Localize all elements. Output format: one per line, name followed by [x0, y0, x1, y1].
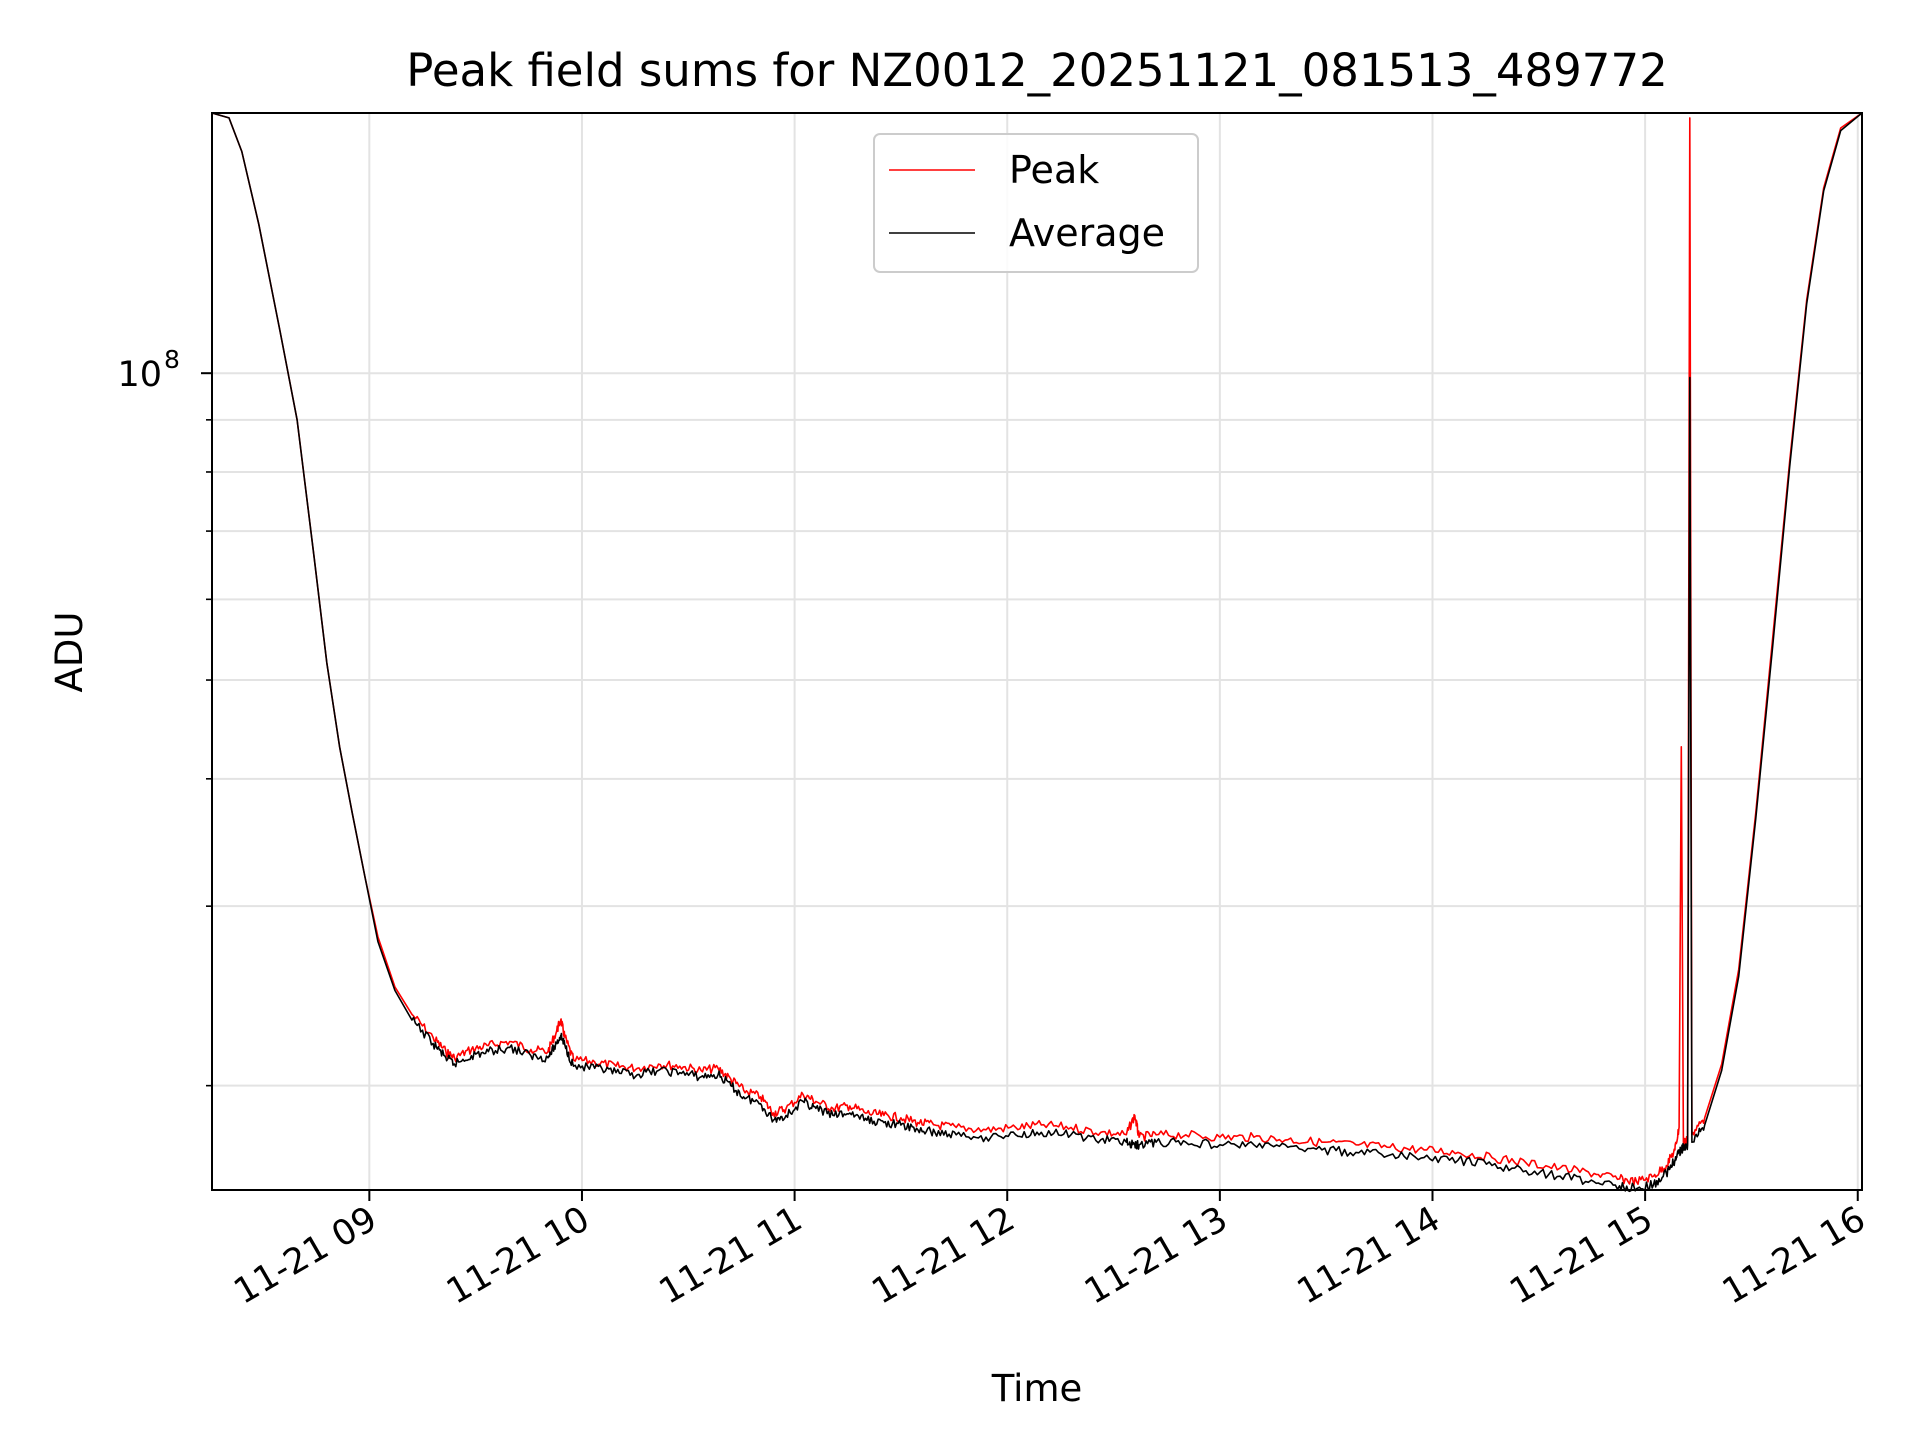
legend-box: [873, 133, 1199, 273]
plot-frame: [211, 112, 1863, 1191]
series-line-peak: [211, 112, 1863, 1187]
series-layer: [211, 112, 1863, 1193]
legend: Peak Average: [873, 133, 1199, 273]
grid-layer: [212, 113, 1862, 1190]
chart-title: Peak field sums for NZ0012_20251121_0815…: [406, 44, 1667, 97]
y-axis-label: ADU: [48, 612, 91, 693]
y-tick-label-base: 10: [117, 355, 162, 395]
legend-label-peak: Peak: [1009, 148, 1099, 192]
x-axis-label: Time: [991, 1367, 1083, 1410]
y-tick-label-exponent: 8: [164, 345, 180, 374]
series-line-average: [211, 112, 1863, 1193]
legend-label-average: Average: [1009, 211, 1165, 255]
